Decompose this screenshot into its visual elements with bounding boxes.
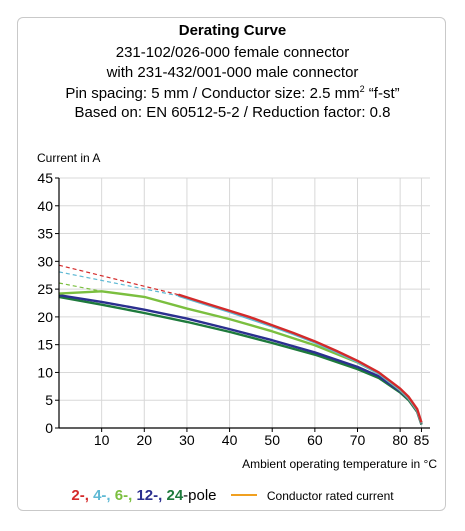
y-axis-label: Current in A — [37, 151, 100, 165]
axes — [55, 177, 430, 432]
series-6-pole-line — [58, 290, 423, 424]
legend-12-pole: 12-, — [136, 487, 163, 504]
derating-plot: Current in A Ambient operating temperatu… — [37, 151, 437, 471]
y-tick-label-25: 25 — [37, 281, 53, 297]
legend-pole-suffix: -pole — [183, 487, 217, 504]
x-tick-label-50: 50 — [264, 432, 280, 448]
y-tick-label-15: 15 — [37, 337, 53, 353]
y-tick-labels: 0 5 10 15 20 25 30 35 40 45 — [37, 170, 53, 436]
legend-4-pole: 4-, — [93, 487, 111, 504]
legend-rated-current-swatch — [230, 494, 257, 497]
subtitle-line-1: 231-102/026-000 female connector — [115, 44, 350, 61]
y-tick-label-40: 40 — [37, 198, 53, 214]
grid-lines — [59, 177, 430, 428]
series-2-pole-line — [178, 293, 423, 423]
y-tick-label-20: 20 — [37, 309, 53, 325]
y-tick-label-30: 30 — [37, 253, 53, 269]
chart-frame — [17, 17, 446, 511]
x-tick-label-85: 85 — [414, 432, 430, 448]
y-tick-label-0: 0 — [45, 420, 53, 436]
x-axis-label: Ambient operating temperature in °C — [242, 457, 437, 471]
x-tick-labels: 10 20 30 40 50 60 70 80 85 — [94, 432, 430, 448]
x-tick-label-40: 40 — [222, 432, 238, 448]
series-6-pole-extrapolation — [58, 282, 102, 292]
y-tick-label-35: 35 — [37, 226, 53, 242]
squared-superscript: 2 — [359, 84, 365, 94]
subtitle-line-4: Based on: EN 60512-5-2 / Reduction facto… — [74, 104, 391, 121]
x-tick-label-30: 30 — [179, 432, 195, 448]
subtitle-line-2: with 231-432/001-000 male connector — [106, 64, 359, 81]
conductor-type-text: “f-st” — [364, 85, 400, 102]
series-2-pole-extrapolation — [58, 264, 179, 296]
chart-title: Derating Curve — [178, 22, 287, 39]
y-tick-label-5: 5 — [45, 392, 53, 408]
x-tick-label-80: 80 — [392, 432, 408, 448]
pin-spacing-text: Pin spacing: 5 mm / Conductor size: 2.5 … — [65, 85, 360, 102]
x-tick-label-70: 70 — [350, 432, 366, 448]
legend-2-pole: 2-, — [71, 487, 89, 504]
series-4-pole-extrapolation — [58, 271, 179, 297]
y-tick-label-10: 10 — [37, 364, 53, 380]
x-tick-label-10: 10 — [94, 432, 110, 448]
series-lines — [58, 264, 423, 426]
legend-24-pole: 24 — [166, 487, 184, 504]
x-tick-label-60: 60 — [307, 432, 323, 448]
x-tick-label-20: 20 — [136, 432, 152, 448]
legend: 2-, 4-, 6-, 12-, 24-pole Conductor rated… — [0, 487, 465, 504]
y-tick-label-45: 45 — [37, 170, 53, 186]
legend-6-pole: 6-, — [114, 487, 133, 504]
subtitle-line-3: Pin spacing: 5 mm / Conductor size: 2.5 … — [0, 84, 465, 102]
legend-rated-current-label: Conductor rated current — [266, 489, 394, 503]
